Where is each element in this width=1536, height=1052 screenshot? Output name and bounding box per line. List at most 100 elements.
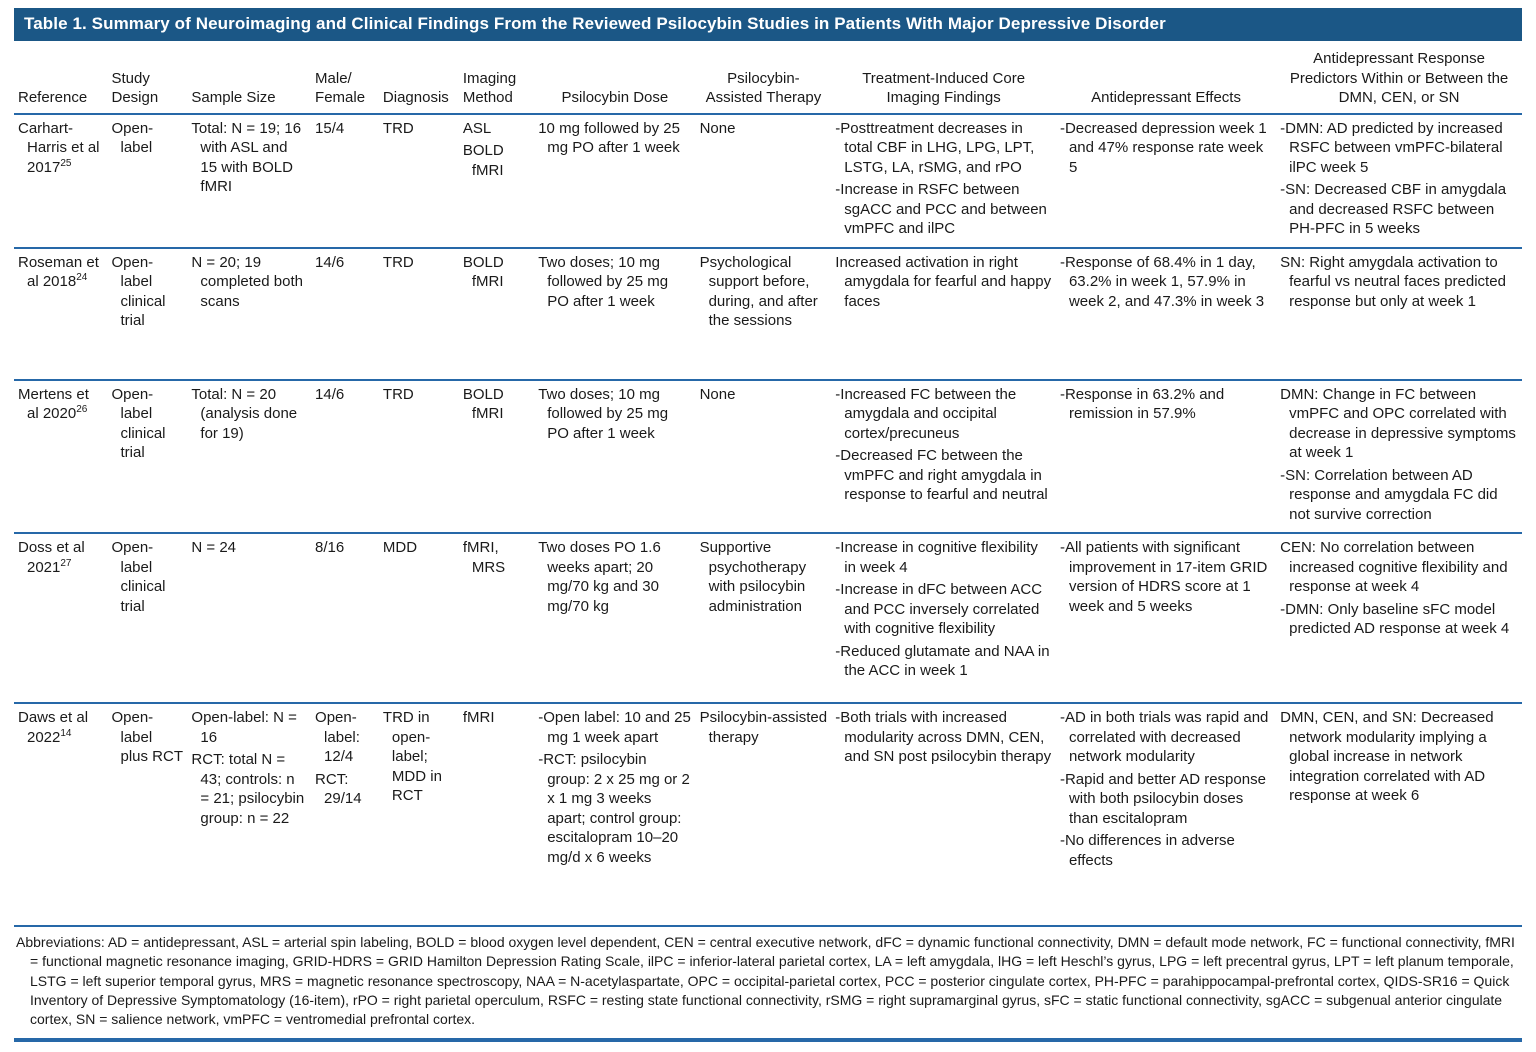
imaging-method-item: BOLD fMRI: [462, 142, 504, 179]
col-header-ad-effects: Antidepressant Effects: [1091, 89, 1241, 106]
diagnosis-item: TRD: [382, 253, 414, 271]
psilocybin-dose-item: -Open label: 10 and 25 mg 1 week apart: [538, 709, 691, 746]
col-header-diagnosis: Diagnosis: [382, 89, 449, 106]
imaging-findings-item: -Increased FC between the amygdala and o…: [835, 385, 1017, 442]
table-row: Carhart-Harris et al 201725 Open-label Tot…: [14, 112, 1522, 248]
reference-text: Daws et al 2022: [18, 709, 89, 746]
imaging-method-item: fMRI, MRS: [462, 539, 506, 576]
psilocybin-dose-item: Two doses PO 1.6 weeks apart; 20 mg/70 k…: [538, 539, 661, 615]
diagnosis-item: TRD: [382, 385, 414, 403]
col-header-reference: Reference: [18, 89, 88, 106]
cell-therapy: None: [695, 112, 832, 248]
cell-reference: Roseman et al 201824: [14, 246, 108, 380]
cell-diagnosis: TRD: [378, 246, 459, 380]
ad-effects-item: -All patients with significant improveme…: [1059, 539, 1268, 615]
cell-psilocybin-dose: 10 mg followed by 25 mg PO after 1 week: [534, 112, 696, 248]
ad-effects-item: -Rapid and better AD response with both …: [1059, 770, 1266, 827]
reference-item: Mertens et al 202026: [18, 385, 103, 424]
cell-reference: Daws et al 202214: [14, 702, 108, 925]
cell-therapy: Supportive psychotherapy with psilocybin…: [695, 532, 832, 703]
study-design-item: Open-label: [111, 119, 154, 157]
predictors-item: -SN: Correlation between AD response and…: [1280, 466, 1498, 523]
cell-imaging-findings: -Increased FC between the amygdala and o…: [831, 378, 1056, 533]
cell-study-design: Open-label clinical trial: [107, 532, 188, 703]
cell-predictors: -DMN: AD predicted by increased RSFC bet…: [1276, 112, 1522, 248]
cell-predictors: DMN, CEN, and SN: Decreased network modu…: [1276, 702, 1522, 925]
reference-item: Doss et al 202127: [18, 538, 103, 577]
cell-diagnosis: TRD in open-label; MDD in RCT: [378, 702, 459, 925]
reference-item: Roseman et al 201824: [18, 253, 103, 292]
study-design-item: Open-label plus RCT: [111, 709, 183, 765]
cell-imaging-method: fMRI: [458, 702, 535, 925]
reference-citation: 24: [76, 272, 88, 283]
cell-imaging-method: BOLD fMRI: [458, 246, 535, 380]
predictors-item: DMN: Change in FC between vmPFC and OPC …: [1280, 385, 1516, 462]
cell-predictors: SN: Right amygdala activation to fearful…: [1276, 246, 1522, 380]
sample-size-item: N = 20; 19 completed both scans: [191, 253, 303, 310]
cell-therapy: None: [695, 378, 832, 533]
reference-item: Carhart-Harris et al 201725: [18, 119, 103, 178]
predictors-item: CEN: No correlation between increased co…: [1280, 539, 1508, 595]
ad-effects-item: -Decreased depression week 1 and 47% res…: [1059, 119, 1267, 176]
abbreviations: Abbreviations: AD = antidepressant, ASL …: [14, 925, 1522, 1042]
cell-therapy: Psychological support before, during, an…: [695, 246, 832, 380]
cell-therapy: Psilocybin-assisted therapy: [695, 702, 832, 925]
predictors-item: -DMN: AD predicted by increased RSFC bet…: [1280, 119, 1503, 176]
diagnosis-item: MDD: [382, 539, 418, 556]
cell-sample-size: N = 24: [187, 532, 312, 703]
sample-size-item: RCT: total N = 43; controls: n = 21; psi…: [191, 751, 305, 827]
ad-effects-item: -Response of 68.4% in 1 day, 63.2% in we…: [1059, 253, 1265, 310]
imaging-findings-item: -Increase in RSFC between sgACC and PCC …: [835, 181, 1047, 237]
header-row: Reference Study Design Sample Size Male/…: [14, 41, 1522, 114]
imaging-findings-item: -Decreased FC between the vmPFC and righ…: [835, 447, 1048, 503]
table-body: Carhart-Harris et al 201725 Open-label Tot…: [14, 112, 1522, 925]
cell-imaging-findings: Increased activation in right amygdala f…: [831, 246, 1056, 380]
diagnosis-item: TRD: [382, 119, 414, 137]
cell-diagnosis: MDD: [378, 532, 459, 703]
imaging-method-item: BOLD fMRI: [462, 385, 504, 423]
table-row: Mertens et al 202026 Open-label clinical …: [14, 378, 1522, 533]
col-header-study-design: Study Design: [111, 69, 159, 107]
cell-male-female: Open-label: 12/4 RCT: 29/14: [311, 702, 379, 925]
male-female-item: 15/4: [315, 119, 345, 137]
cell-ad-effects: -All patients with significant improveme…: [1055, 532, 1277, 703]
cell-ad-effects: -Decreased depression week 1 and 47% res…: [1055, 112, 1277, 248]
sample-size-item: Total: N = 20 (analysis done for 19): [191, 385, 298, 442]
male-female-item: RCT: 29/14: [315, 770, 362, 808]
cell-predictors: DMN: Change in FC between vmPFC and OPC …: [1276, 378, 1522, 533]
cell-imaging-method: BOLD fMRI: [458, 378, 535, 533]
reference-citation: 26: [76, 404, 88, 415]
table-header: Reference Study Design Sample Size Male/…: [14, 41, 1522, 114]
table-title: Table 1. Summary of Neuroimaging and Cli…: [14, 8, 1522, 41]
predictors-item: -SN: Decreased CBF in amygdala and decre…: [1280, 181, 1507, 237]
cell-study-design: Open-label: [107, 112, 188, 248]
sample-size-item: Open-label: N = 16: [191, 709, 297, 746]
ad-effects-item: -No differences in adverse effects: [1059, 832, 1235, 869]
cell-psilocybin-dose: Two doses; 10 mg followed by 25 mg PO af…: [534, 378, 696, 533]
sample-size-item: N = 24: [191, 539, 237, 556]
col-header-assisted-therapy: Psilocybin-Assisted Therapy: [705, 69, 822, 107]
reference-citation: 14: [60, 727, 72, 739]
study-design-item: Open-label clinical trial: [111, 539, 166, 615]
col-header-male-female: Male/ Female: [315, 69, 366, 107]
reference-text: Mertens et al 2020: [18, 385, 89, 423]
imaging-findings-item: -Posttreatment decreases in total CBF in…: [835, 119, 1035, 176]
cell-psilocybin-dose: -Open label: 10 and 25 mg 1 week apart -R…: [534, 702, 696, 925]
cell-ad-effects: -AD in both trials was rapid and correla…: [1055, 702, 1277, 925]
therapy-item: Supportive psychotherapy with psilocybin…: [699, 539, 807, 615]
cell-predictors: CEN: No correlation between increased co…: [1276, 532, 1522, 703]
psilocybin-dose-item: Two doses; 10 mg followed by 25 mg PO af…: [538, 385, 669, 442]
cell-ad-effects: -Response in 63.2% and remission in 57.9…: [1055, 378, 1277, 533]
psilocybin-dose-item: 10 mg followed by 25 mg PO after 1 week: [538, 119, 680, 157]
cell-imaging-findings: -Both trials with increased modularity a…: [831, 702, 1056, 925]
sample-size-item: Total: N = 19; 16 with ASL and 15 with B…: [191, 119, 302, 196]
reference-citation: 27: [60, 557, 72, 569]
male-female-item: 8/16: [315, 539, 345, 556]
imaging-findings-item: -Increase in cognitive flexibility in we…: [835, 539, 1038, 576]
cell-diagnosis: TRD: [378, 378, 459, 533]
predictors-item: -DMN: Only baseline sFC model predicted …: [1280, 600, 1510, 638]
male-female-item: 14/6: [315, 385, 345, 403]
therapy-item: None: [699, 385, 736, 403]
col-header-psilocybin-dose: Psilocybin Dose: [561, 89, 669, 106]
